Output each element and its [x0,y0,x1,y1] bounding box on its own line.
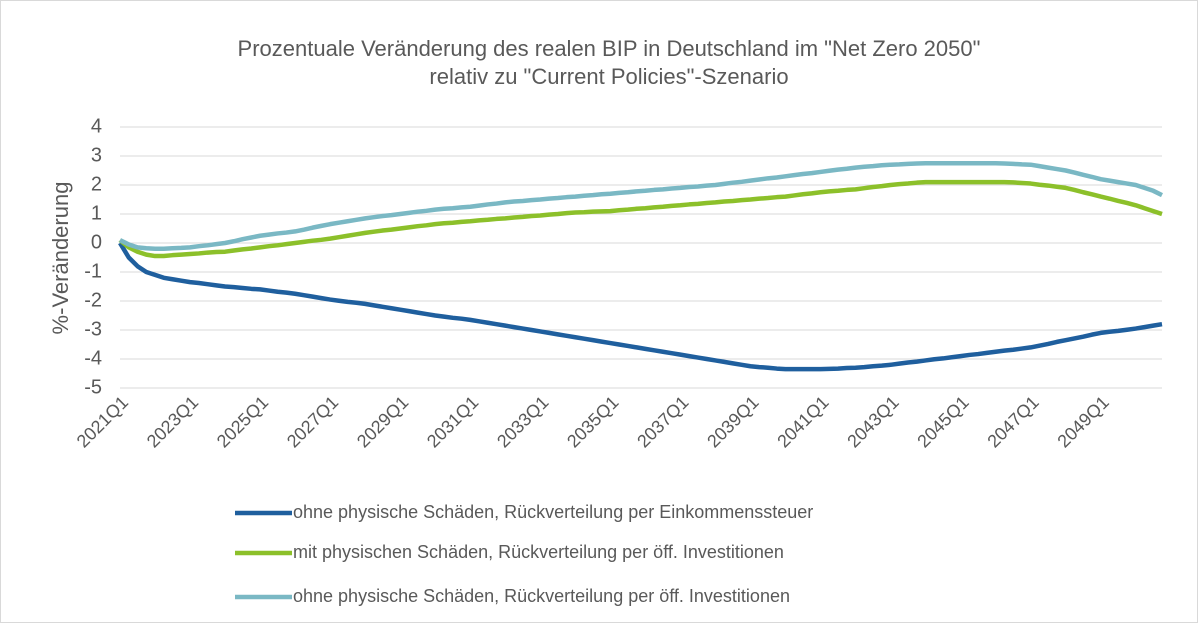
y-tick-label: -1 [84,260,102,282]
chart-title: relativ zu "Current Policies"-Szenario [429,64,788,89]
y-tick-label: 2 [91,173,102,195]
y-tick-label: 3 [91,144,102,166]
y-tick-label: 4 [91,115,102,137]
y-tick-label: 1 [91,202,102,224]
legend-label: ohne physische Schäden, Rückverteilung p… [293,586,790,606]
y-tick-label: -4 [84,347,102,369]
series-line [118,161,1164,252]
y-axis-label: %-Veränderung [48,182,73,335]
series-line [118,179,1163,259]
chart-title: Prozentuale Veränderung des realen BIP i… [238,36,981,61]
y-tick-label: -2 [84,289,102,311]
y-tick-label: 0 [91,231,102,253]
legend-label: mit physischen Schäden, Rückverteilung p… [293,542,784,562]
series-line [118,241,1163,372]
legend-label: ohne physische Schäden, Rückverteilung p… [293,502,813,522]
y-tick-label: -5 [84,376,102,398]
y-tick-label: -3 [84,318,102,340]
